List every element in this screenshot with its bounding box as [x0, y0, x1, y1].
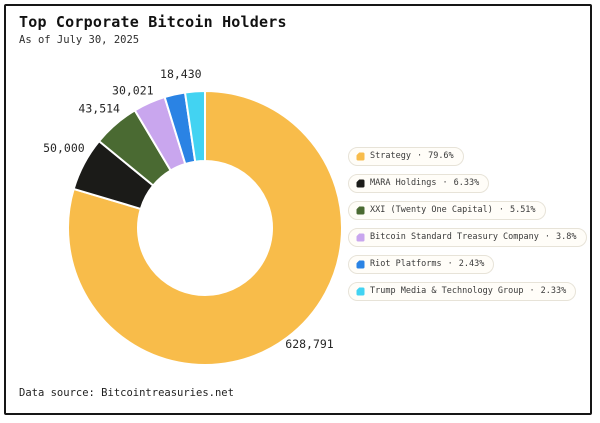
legend-label: Riot Platforms [370, 259, 442, 270]
legend-item[interactable]: XXI (Twenty One Capital) · 5.51% [348, 201, 546, 220]
legend-swatch-icon [356, 152, 365, 161]
legend-swatch-icon [356, 206, 365, 215]
page-subtitle: As of July 30, 2025 [19, 33, 140, 46]
legend-percent: 2.43% [458, 259, 485, 270]
chart-header: Top Corporate Bitcoin Holders As of July… [19, 13, 287, 46]
legend-label: MARA Holdings [370, 178, 437, 189]
data-source: Data source: Bitcointreasuries.net [19, 387, 234, 399]
legend-percent: 3.8% [556, 232, 577, 243]
donut-slice[interactable] [184, 90, 206, 163]
chart-card: Top Corporate Bitcoin Holders As of July… [4, 4, 592, 415]
legend-label: XXI (Twenty One Capital) [370, 205, 493, 216]
page-title: Top Corporate Bitcoin Holders [19, 13, 287, 31]
legend-item[interactable]: Riot Platforms · 2.43% [348, 255, 495, 274]
slice-value-label: 30,021 [112, 84, 154, 98]
legend-separator: · [544, 232, 551, 243]
slice-value-label: 628,791 [285, 337, 334, 351]
legend-percent: 79.6% [428, 151, 454, 162]
slice-value-label: 43,514 [78, 102, 120, 116]
legend-swatch-icon [356, 260, 365, 269]
legend-separator: · [416, 151, 423, 162]
legend-percent: 6.33% [453, 178, 480, 189]
slice-value-label: 18,430 [160, 67, 202, 81]
legend-swatch-icon [356, 233, 365, 242]
chart-legend: Strategy · 79.6% MARA Holdings · 6.33% XXI (Tw… [348, 147, 587, 301]
donut-slice[interactable] [67, 90, 343, 366]
legend-label: Strategy [370, 151, 411, 162]
legend-item[interactable]: Strategy · 79.6% [348, 147, 464, 166]
legend-item[interactable]: MARA Holdings · 6.33% [348, 174, 490, 193]
legend-label: Bitcoin Standard Treasury Company [370, 232, 539, 243]
legend-percent: 5.51% [509, 205, 536, 216]
legend-separator: · [529, 286, 535, 297]
legend-swatch-icon [356, 179, 365, 188]
legend-label: Trump Media & Technology Group [370, 286, 524, 297]
donut-chart: 628,791 50,000 43,514 30,021 18,430 [43, 67, 343, 366]
legend-item[interactable]: Trump Media & Technology Group · 2.33% [348, 282, 577, 301]
legend-percent: 2.33% [540, 286, 567, 297]
legend-separator: · [447, 259, 453, 270]
legend-separator: · [498, 205, 504, 216]
legend-separator: · [442, 178, 448, 189]
slice-value-label: 50,000 [43, 141, 85, 155]
legend-item[interactable]: Bitcoin Standard Treasury Company · 3.8% [348, 228, 587, 247]
legend-swatch-icon [356, 287, 365, 296]
